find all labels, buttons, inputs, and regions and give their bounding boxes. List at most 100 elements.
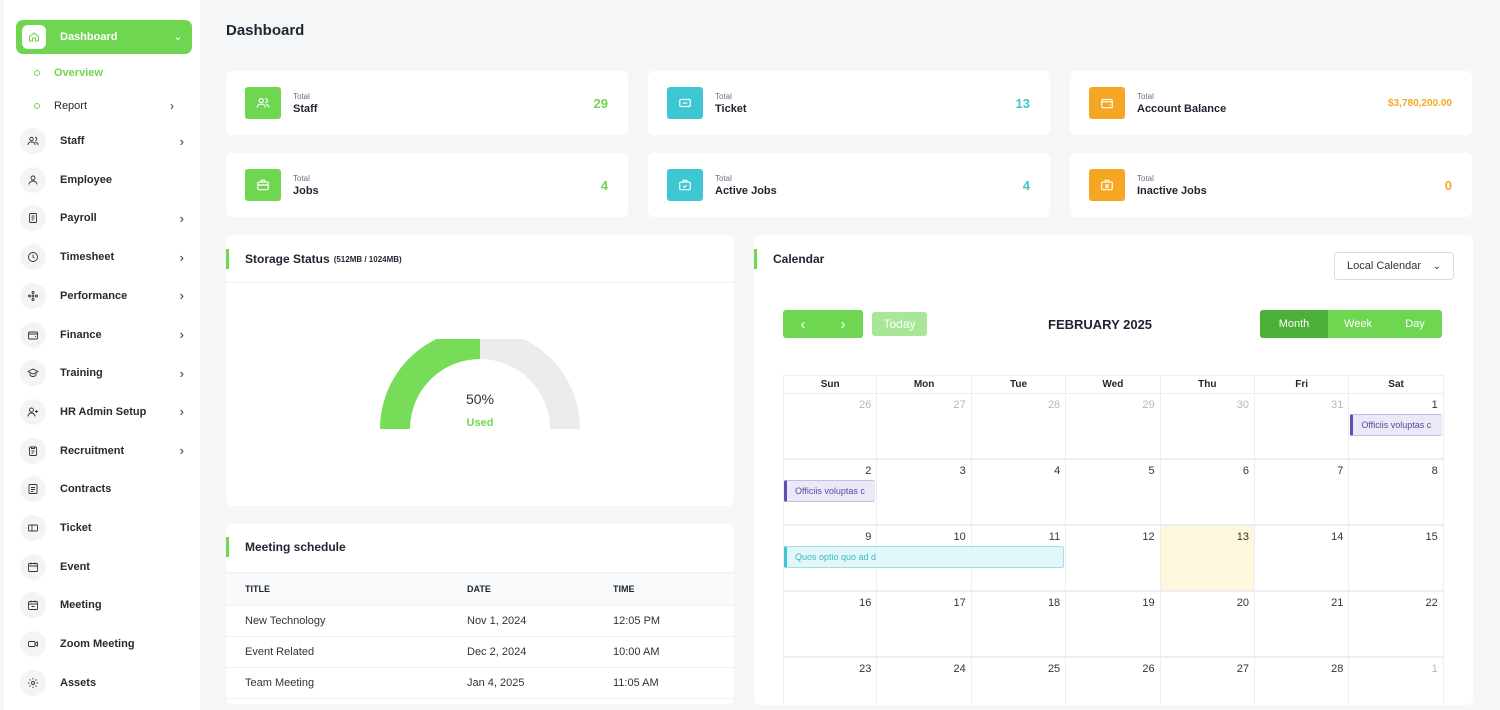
day-number: 1 [1431, 399, 1438, 411]
day-number: 31 [1331, 399, 1344, 411]
calendar-event[interactable]: Officiis voluptas c [784, 480, 876, 502]
calendar-day-cell[interactable]: 24 [877, 657, 972, 705]
day-number: 13 [1236, 531, 1249, 543]
sidebar-subitem-overview[interactable]: Overview [34, 67, 103, 79]
calendar-day-cell[interactable]: 2 [783, 459, 878, 525]
today-button[interactable]: Today [872, 312, 927, 336]
sidebar-item-staff[interactable]: Staff › [20, 128, 190, 154]
calendar-day-cell[interactable]: 17 [877, 591, 972, 657]
ticket-icon [667, 87, 703, 119]
day-number: 3 [959, 465, 966, 477]
table-row[interactable]: Team Meeting Jan 4, 2025 11:05 AM [226, 668, 734, 699]
stat-caption: Total [715, 173, 732, 183]
day-number: 28 [1047, 399, 1061, 411]
calendar-icon [20, 553, 46, 580]
weekday-header: Wed [1066, 375, 1161, 393]
table-row[interactable]: New Technology Nov 1, 2024 12:05 PM [226, 606, 734, 637]
contract-icon [20, 476, 46, 503]
calendar-day-cell[interactable]: 31 [1255, 393, 1350, 459]
day-number: 28 [1331, 663, 1344, 675]
chevron-right-icon: › [179, 365, 184, 381]
table-row[interactable]: Event Related Dec 2, 2024 10:00 AM [226, 637, 734, 668]
day-number: 26 [1142, 663, 1155, 675]
sidebar-item-timesheet[interactable]: Timesheet › [20, 244, 190, 271]
day-number: 6 [1242, 465, 1249, 477]
chevron-right-icon: › [179, 404, 184, 420]
stat-text: Total Ticket [715, 92, 1016, 115]
sidebar-item-label: Contracts [60, 483, 112, 496]
sidebar-item-performance[interactable]: Performance › [20, 282, 190, 309]
sidebar-item-employee[interactable]: Employee [20, 166, 190, 193]
calendar-day-cell[interactable]: 26 [783, 393, 878, 459]
calendar-day-cell[interactable]: 11 [971, 525, 1067, 591]
calendar-day-cell[interactable]: 13 [1160, 525, 1255, 591]
meeting-title: Event Related [245, 646, 315, 658]
calendar-day-cell[interactable]: 6 [1160, 459, 1255, 525]
sidebar-item-finance[interactable]: Finance › [20, 321, 190, 348]
users-icon [20, 128, 46, 154]
video-icon [20, 631, 46, 658]
sidebar-subitem-label: Overview [54, 67, 103, 79]
calendar-day-cell[interactable]: 25 [971, 657, 1067, 705]
day-number: 16 [859, 597, 872, 609]
page-title: Dashboard [226, 22, 305, 39]
calendar-day-cell[interactable]: 29 [1066, 393, 1161, 459]
sidebar-item-payroll[interactable]: Payroll › [20, 205, 190, 232]
calendar-day-cell[interactable]: 12 [1066, 525, 1161, 591]
calendar-day-cell[interactable]: 3 [877, 459, 972, 525]
calendar-day-cell[interactable]: 1 [1349, 393, 1444, 459]
calendar-month-label: FEBRUARY 2025 [1048, 317, 1153, 332]
calendar-day-cell[interactable]: 21 [1255, 591, 1350, 657]
day-number: 9 [865, 531, 872, 543]
sidebar-item-ticket[interactable]: Ticket [20, 515, 190, 541]
view-month-button[interactable]: Month [1260, 310, 1328, 338]
calendar-day-cell[interactable]: 28 [971, 393, 1067, 459]
calendar-day-cell[interactable]: 8 [1349, 459, 1444, 525]
sidebar-item-recruitment[interactable]: Recruitment › [20, 437, 190, 464]
calendar-day-cell[interactable]: 23 [783, 657, 878, 705]
calendar-event[interactable]: Quos optio quo ad d [784, 546, 1065, 568]
calendar-day-cell[interactable]: 1 [1349, 657, 1444, 705]
sidebar-item-training[interactable]: Training › [20, 360, 190, 387]
sidebar-item-event[interactable]: Event [20, 553, 190, 580]
calendar-day-cell[interactable]: 26 [1066, 657, 1161, 705]
view-day-button[interactable]: Day [1388, 310, 1442, 338]
chevron-right-icon: › [179, 133, 184, 149]
meeting-time: 12:05 PM [613, 615, 661, 627]
storage-percent: 50% [465, 391, 495, 407]
calendar-source-select[interactable]: Local Calendar ⌄ [1334, 252, 1454, 280]
calendar-event[interactable]: Officiis voluptas c [1350, 414, 1442, 436]
sidebar-item-meeting[interactable]: Meeting [20, 592, 190, 619]
calendar-day-cell[interactable]: 16 [783, 591, 878, 657]
stat-text: Total Inactive Jobs [1137, 174, 1445, 197]
sidebar-item-contracts[interactable]: Contracts [20, 476, 190, 503]
stat-caption: Total [1137, 91, 1154, 101]
calendar-day-cell[interactable]: 14 [1255, 525, 1350, 591]
sidebar-item-zoom-meeting[interactable]: Zoom Meeting [20, 631, 190, 658]
day-number: 29 [1142, 399, 1155, 411]
today-button-wrap: Today [872, 312, 927, 336]
calendar-day-cell[interactable]: 19 [1066, 591, 1161, 657]
calendar-panel: Calendar Local Calendar ⌄ ‹ › Today FEBR… [754, 235, 1473, 705]
sidebar-item-hr-admin-setup[interactable]: HR Admin Setup › [20, 398, 190, 425]
calendar-day-cell[interactable]: 20 [1160, 591, 1255, 657]
prev-month-button[interactable]: ‹ [783, 310, 823, 338]
calendar-day-cell[interactable]: 18 [971, 591, 1067, 657]
calendar-day-cell[interactable]: 27 [877, 393, 972, 459]
calendar-day-cell[interactable]: 15 [1349, 525, 1444, 591]
day-number: 12 [1142, 531, 1155, 543]
storage-status-panel: Storage Status (512MB / 1024MB) 50% Used [226, 235, 734, 506]
view-week-button[interactable]: Week [1328, 310, 1388, 338]
sidebar-subitem-report[interactable]: Report › [34, 99, 174, 113]
calendar-day-cell[interactable]: 5 [1066, 459, 1161, 525]
calendar-day-cell[interactable]: 28 [1255, 657, 1350, 705]
next-month-button[interactable]: › [823, 310, 863, 338]
calendar-day-cell[interactable]: 27 [1160, 657, 1255, 705]
calendar-day-cell[interactable]: 7 [1255, 459, 1350, 525]
day-number: 2 [865, 465, 872, 477]
calendar-day-cell[interactable]: 22 [1349, 591, 1444, 657]
sidebar-item-dashboard[interactable]: Dashboard ⌄ [16, 20, 192, 54]
calendar-day-cell[interactable]: 30 [1160, 393, 1255, 459]
calendar-day-cell[interactable]: 4 [971, 459, 1067, 525]
sidebar-item-assets[interactable]: Assets [20, 669, 190, 696]
